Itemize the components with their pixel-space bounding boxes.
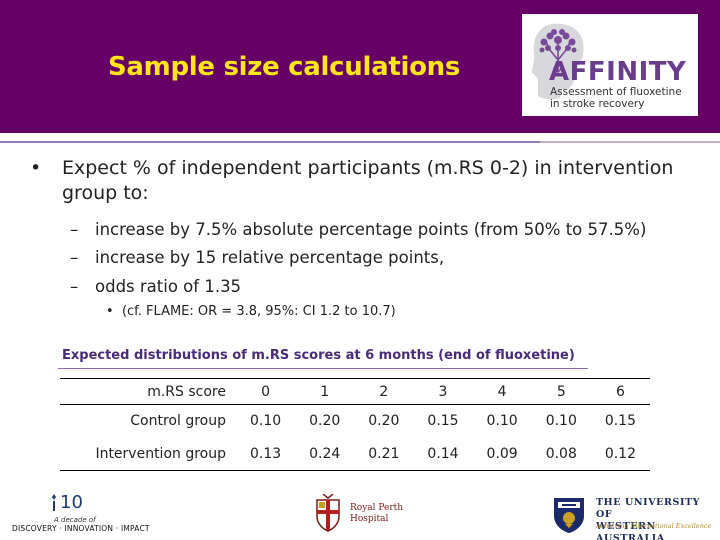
decade-mark-icon: [52, 494, 56, 511]
row-label: Control group: [130, 413, 226, 430]
sub-bullet-text: increase by 7.5% absolute percentage poi…: [95, 220, 647, 239]
table-cell: 0.24: [295, 437, 355, 471]
note-text: (cf. FLAME: OR = 3.8, 95%: CI 1.2 to 10.…: [121, 304, 396, 319]
sub-bullet-text: increase by 15 relative percentage point…: [95, 248, 445, 267]
logo-subtitle: Assessment of fluoxetine in stroke recov…: [550, 86, 682, 110]
table-cell: 0.14: [413, 437, 473, 471]
bullet-dot: •: [30, 157, 42, 179]
hospital-name: Royal Perth Hospital: [350, 503, 403, 525]
table-cell: 0.10: [249, 413, 282, 430]
logo-subtitle-line1: Assessment of fluoxetine: [550, 86, 682, 98]
dash: –: [70, 220, 79, 239]
sub-bullet-3: – odds ratio of 1.35: [70, 276, 241, 298]
logo-name: AFFINITY: [549, 57, 687, 87]
table-cell: 0.15: [427, 413, 459, 430]
note-bullet: • (cf. FLAME: OR = 3.8, 95%: CI 1.2 to 1…: [106, 304, 396, 319]
col-header: 4: [472, 378, 532, 405]
decade-subtitle: A decade of: [54, 516, 96, 524]
slide-title: Sample size calculations: [108, 52, 461, 82]
mrs-table: m.RS score 0 1 2 3 4 5 6 Control group 0…: [60, 378, 650, 471]
table-cell: 0.15: [604, 413, 636, 430]
affinity-logo: AFFINITY Assessment of fluoxetine in str…: [522, 14, 698, 116]
table-cell: 0.13: [236, 437, 296, 471]
hospital-name-line1: Royal Perth: [350, 503, 404, 513]
col-header: 2: [354, 378, 414, 405]
col-header: 3: [413, 378, 473, 405]
head-tree-icon: [532, 23, 584, 100]
table-cell: 0.21: [354, 437, 414, 471]
dash: –: [70, 248, 79, 267]
table-row: Intervention group 0.13 0.24 0.21 0.14 0…: [60, 437, 650, 471]
table-row: Control group 0.10 0.20 0.20 0.15 0.10 0…: [60, 405, 650, 438]
row-label: Intervention group: [60, 437, 236, 471]
dash: –: [70, 277, 79, 296]
decade-number: 10: [60, 492, 83, 513]
header-divider-accent: [540, 141, 720, 143]
sub-bullet-1: – increase by 7.5% absolute percentage po…: [70, 219, 646, 241]
table-cell: 0.08: [531, 437, 591, 471]
table-cell: 0.20: [309, 413, 341, 430]
header-label: m.RS score: [60, 378, 236, 405]
col-header: 1: [295, 378, 355, 405]
header-divider: [0, 141, 720, 143]
main-bullet: Expect % of independent participants (m.…: [62, 157, 674, 204]
university-name-line2: WESTERN AUSTRALIA: [596, 521, 665, 540]
university-crest-icon: [554, 498, 584, 533]
col-header: 5: [531, 378, 591, 405]
table-caption: Expected distributions of m.RS scores at…: [62, 348, 575, 363]
col-header: 0: [236, 378, 296, 405]
table-header-row: m.RS score 0 1 2 3 4 5 6: [60, 378, 650, 405]
hospital-crest-icon: [316, 494, 340, 532]
hospital-name-line2: Hospital: [350, 514, 389, 524]
table-cell: 0.09: [472, 437, 532, 471]
table-cell: 0.12: [590, 437, 650, 471]
col-header: 6: [590, 378, 650, 405]
table-cell: 0.20: [368, 413, 400, 430]
university-name: THE UNIVERSITY OF WESTERN AUSTRALIA: [596, 497, 720, 540]
sub-bullet-text: odds ratio of 1.35: [95, 277, 242, 296]
sub-bullet-2: – increase by 15 relative percentage poin…: [70, 247, 444, 269]
table-cell: 0.10: [486, 413, 518, 430]
caption-underline: [58, 368, 588, 369]
university-motto: Achieving International Excellence: [596, 522, 712, 530]
decade-tagline: DISCOVERY · INNOVATION · IMPACT: [12, 524, 150, 533]
university-name-line1: THE UNIVERSITY OF: [596, 497, 701, 520]
table-cell: 0.10: [545, 413, 577, 430]
logo-subtitle-line2: in stroke recovery: [550, 98, 645, 110]
